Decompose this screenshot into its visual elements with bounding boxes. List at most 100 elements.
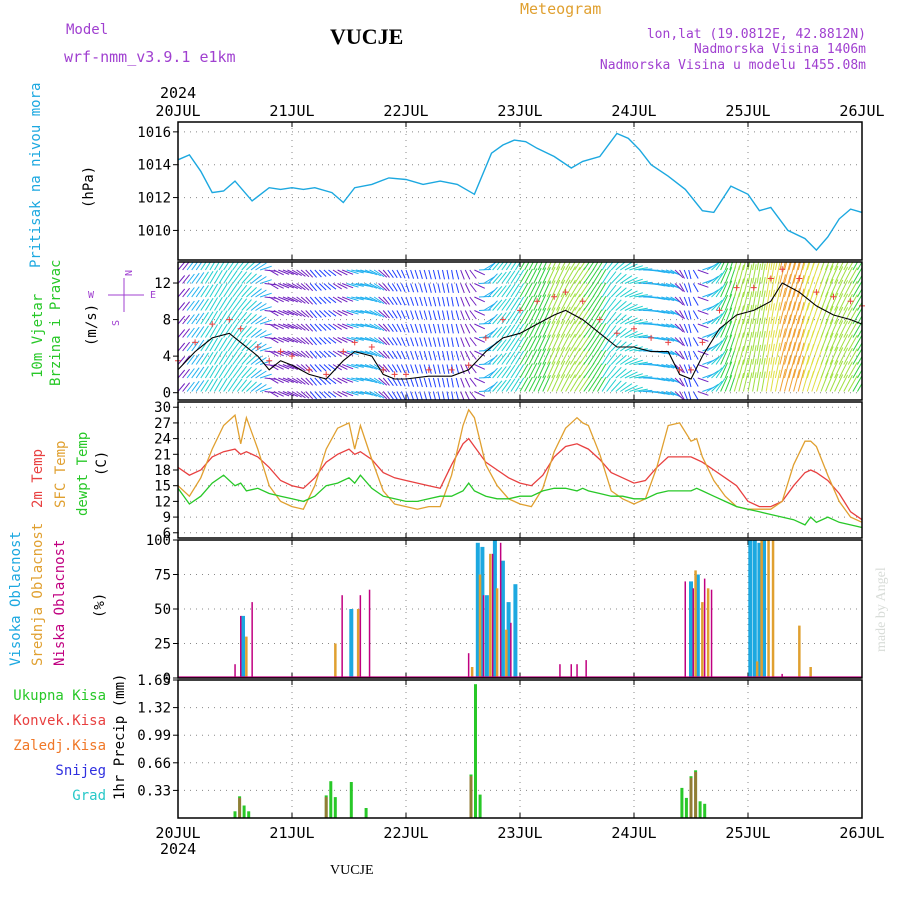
wind-arrow (747, 358, 753, 379)
wind-arrow (551, 347, 561, 365)
wind-arrow (200, 352, 209, 365)
wind-arrow (770, 289, 775, 311)
wind-arrow (387, 283, 394, 292)
precip-legend-item: Snijeg (55, 763, 106, 779)
wind-arrow (364, 391, 378, 397)
wind-arrow (838, 293, 849, 311)
wind-arrow (396, 310, 402, 319)
wind-arrow (556, 279, 566, 298)
wind-arrow (268, 364, 279, 371)
wind-arrow (551, 360, 561, 379)
wind-arrow (296, 377, 306, 385)
wind-arrow (829, 292, 839, 311)
wind-speed-line (177, 282, 863, 380)
wind-arrow (487, 327, 498, 338)
wind-arrow (232, 311, 243, 325)
wind-arrow (410, 283, 415, 293)
wind-arrow (742, 318, 749, 338)
wind-arrow (565, 279, 576, 298)
wind-arrow (852, 321, 862, 338)
wind-arrow (793, 369, 800, 392)
wind-arrow (255, 357, 267, 365)
wind-arrow (811, 262, 816, 271)
wind-arrow (514, 377, 525, 392)
wind-arrow (410, 391, 415, 400)
wind-arrow (742, 278, 749, 298)
wind-arrow (378, 337, 388, 346)
wind-arrow (469, 350, 477, 360)
wind-arrow (720, 281, 729, 298)
wind-arrow (182, 287, 190, 298)
mid-cloud-bar (478, 574, 482, 678)
wind-arrow (387, 350, 394, 359)
wind-arrow (592, 309, 603, 325)
wind-arrow (451, 310, 454, 320)
wind-arrow (287, 364, 299, 370)
wind-arrow (332, 269, 342, 276)
wind-arrow (652, 337, 666, 341)
wind-arrow (505, 310, 516, 325)
wind-arrow (756, 358, 762, 379)
wind-arrow (204, 262, 211, 271)
wind-arrow (360, 337, 374, 342)
gust-marker (716, 307, 723, 314)
wind-arrow (387, 269, 394, 278)
wind-arrow (610, 312, 622, 325)
wind-arrow (661, 283, 675, 288)
wind-arrow (214, 283, 223, 298)
wind-arrow (214, 350, 223, 365)
gust-marker (277, 348, 284, 355)
wind-arrow (387, 337, 394, 346)
wind-arrow (629, 319, 643, 325)
wind-arrow (752, 264, 757, 284)
wind-arrow (342, 283, 354, 289)
wind-arrow (451, 364, 454, 374)
wind-arrow (446, 283, 450, 293)
wind-arrow (483, 384, 495, 392)
wind-arrow (178, 369, 186, 379)
wind-arrow (770, 357, 775, 379)
wind-arrow (178, 356, 186, 365)
wind-arrow (309, 337, 317, 346)
wind-arrow (483, 316, 495, 325)
wind-arrow (770, 276, 775, 298)
wind-arrow (688, 283, 692, 293)
wind-arrow (583, 335, 595, 352)
wind-arrow (565, 333, 576, 352)
wind-arrow (191, 313, 200, 325)
panel-frame (177, 679, 863, 819)
x-tick-label-top: 24JUL (611, 102, 656, 120)
wind-arrow (282, 283, 294, 289)
low-cloud-bar (585, 660, 587, 678)
wind-arrow (551, 333, 561, 352)
wind-arrow (492, 326, 503, 338)
wind-arrow (410, 364, 415, 374)
wind-arrow (578, 294, 591, 311)
wind-arrow (492, 339, 503, 352)
wind-arrow (191, 353, 200, 365)
wind-arrow (469, 323, 477, 333)
wind-arrow (533, 362, 542, 379)
wind-arrow (656, 323, 670, 328)
wind-arrow (820, 305, 829, 325)
wind-arrow (638, 268, 653, 271)
high-cloud-bar (757, 542, 762, 678)
wind-arrow (391, 364, 398, 373)
wind-arrow (519, 377, 529, 392)
gust-marker (425, 366, 432, 373)
wind-arrow (309, 364, 317, 373)
wind-arrow (761, 277, 766, 298)
wind-arrow (218, 296, 228, 311)
wind-arrow (268, 391, 279, 398)
wind-arrow (496, 379, 507, 392)
wind-arrow (820, 264, 829, 284)
wind-arrow (296, 310, 306, 318)
mid-cloud-bar (760, 540, 763, 678)
wind-arrow (268, 296, 279, 303)
wind-arrow (720, 267, 729, 284)
wind-arrow (332, 377, 342, 384)
wind-arrow (364, 323, 378, 330)
wind-arrow (373, 323, 385, 332)
wind-arrow (624, 344, 638, 352)
wind-arrow (319, 283, 327, 291)
